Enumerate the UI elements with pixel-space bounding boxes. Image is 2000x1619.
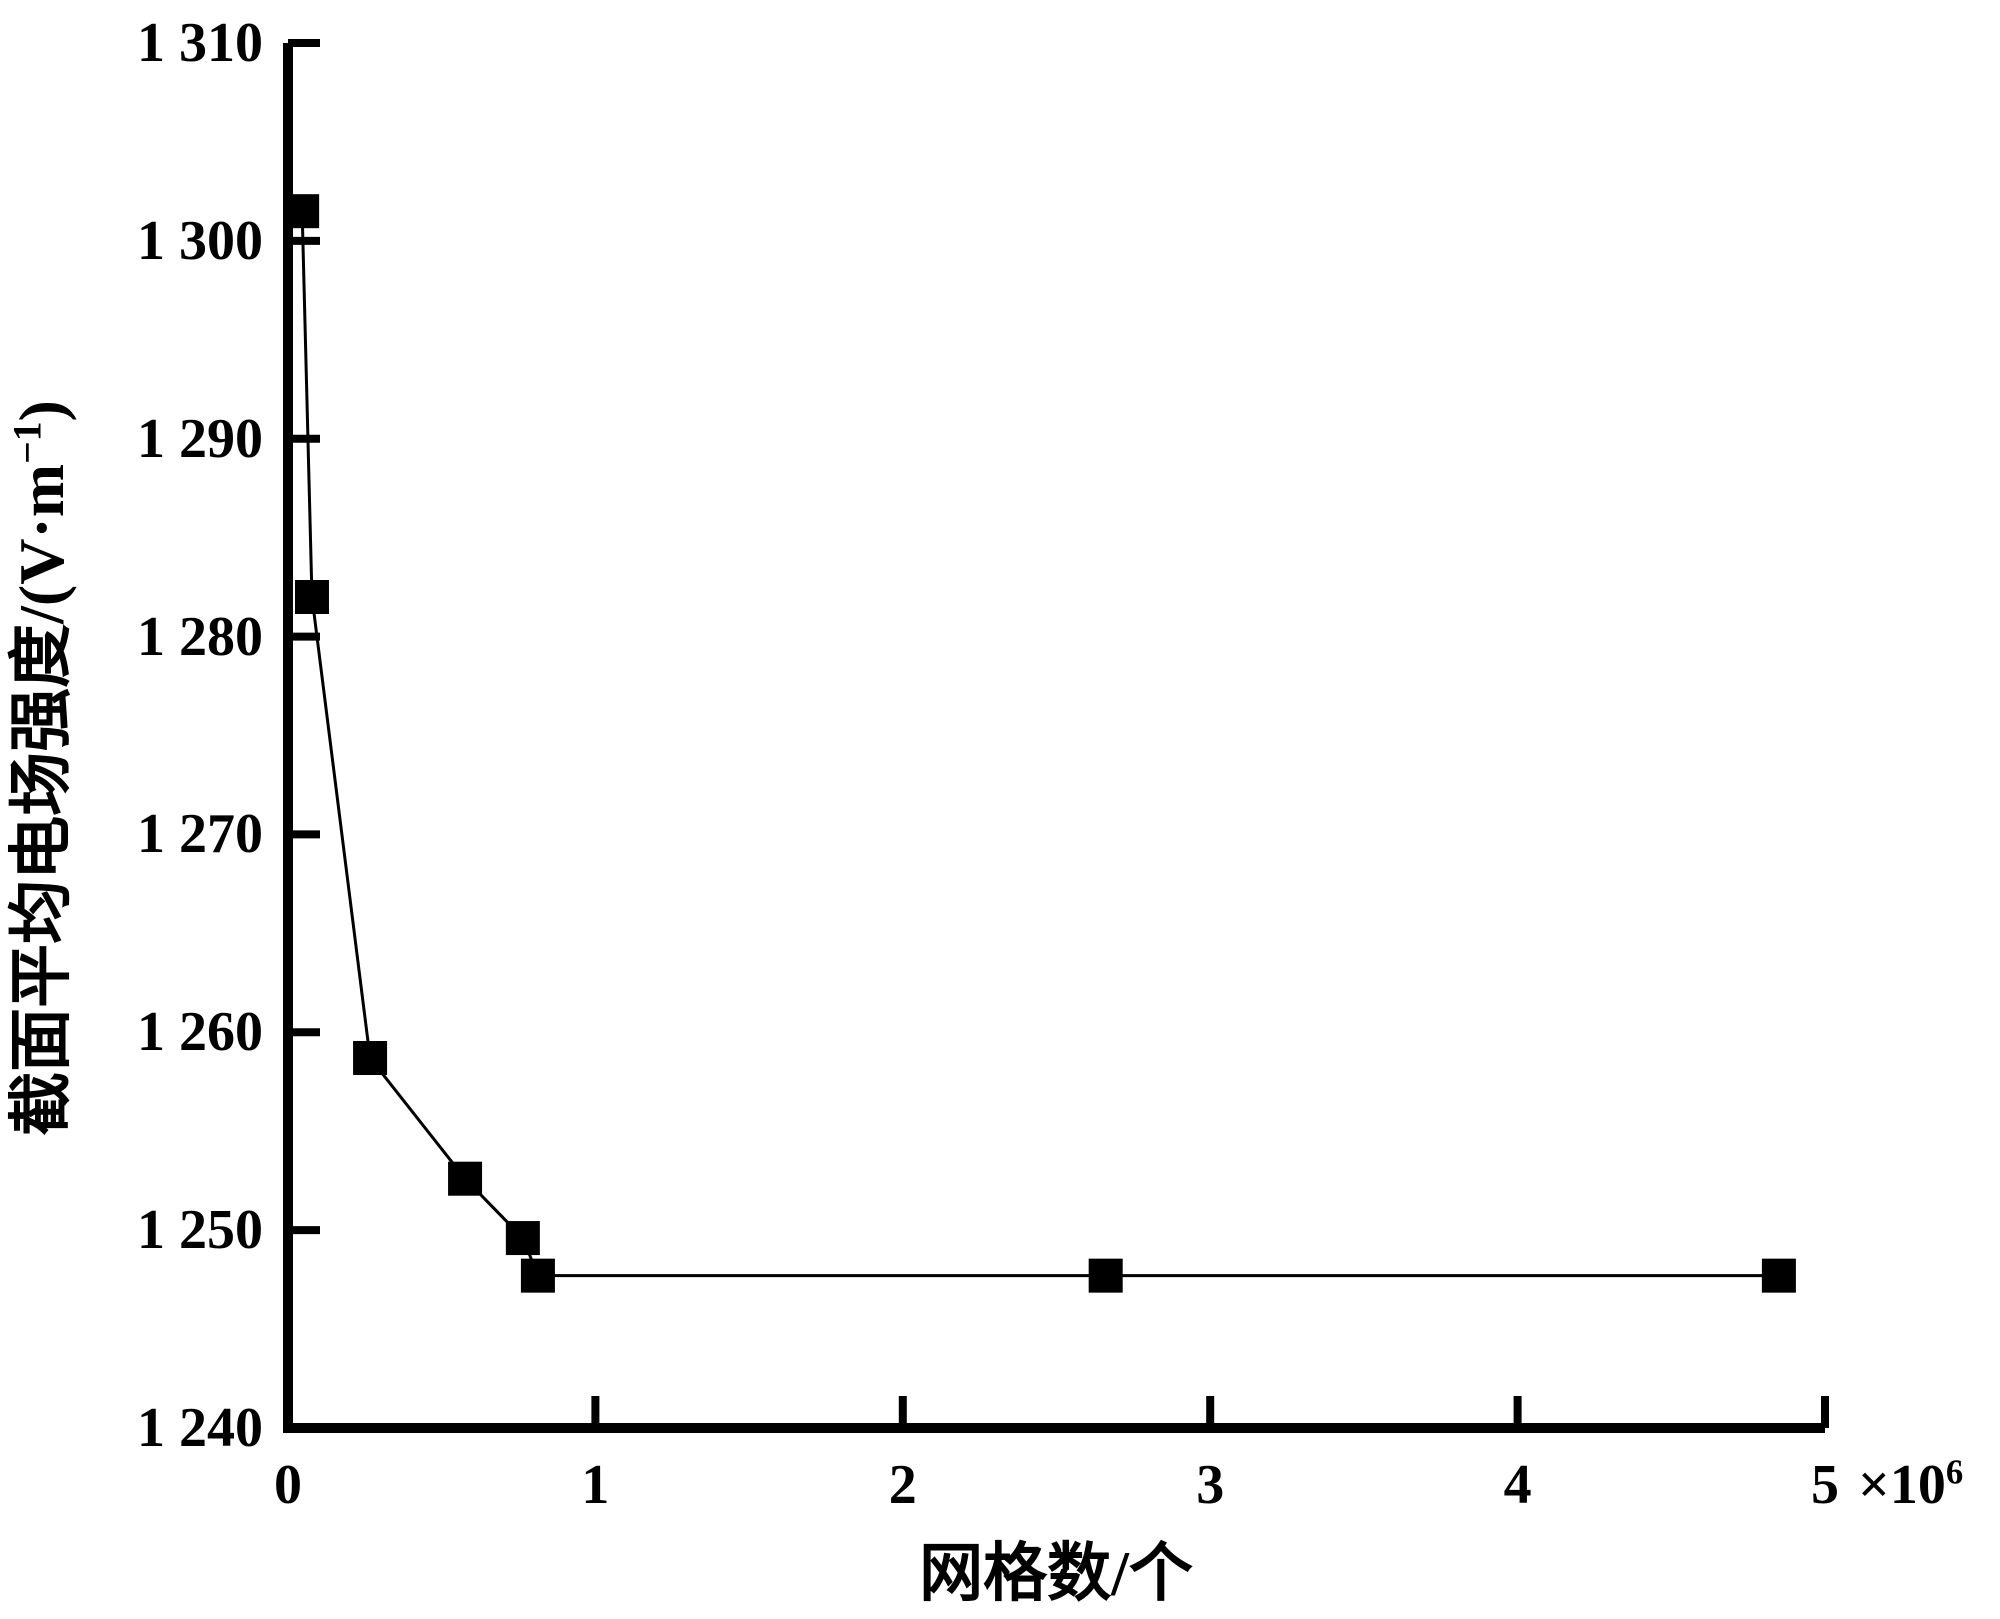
y-tick-label: 1 250 [137, 1199, 263, 1262]
y-tick-label: 1 300 [137, 209, 263, 272]
x-unit-base: ×10 [1858, 1454, 1946, 1516]
data-point-marker [520, 1258, 555, 1293]
y-tick-label: 1 290 [137, 407, 263, 470]
y-title-main: 截面平均电场强度/(V·m [6, 463, 77, 1136]
data-point-marker [285, 194, 320, 229]
x-axis-unit-label: ×106 [1858, 1452, 1963, 1518]
axes-line [283, 43, 1825, 1433]
data-point-marker [448, 1161, 483, 1196]
y-tick-label: 1 260 [137, 1001, 263, 1064]
y-tick-label: 1 310 [137, 12, 263, 74]
data-point-marker [1761, 1258, 1796, 1293]
y-axis-title: 截面平均电场强度/(V·m−1) [2, 168, 82, 1368]
x-unit-exponent: 6 [1945, 1452, 1964, 1492]
y-title-exponent: −1 [5, 421, 50, 464]
x-tick-label: 2 [888, 1454, 917, 1516]
data-point-marker [505, 1221, 540, 1256]
data-point-marker [294, 580, 329, 614]
y-title-close: ) [6, 400, 77, 422]
x-tick-label: 4 [1503, 1454, 1532, 1516]
series-line [300, 211, 1779, 1278]
y-tick-label: 1 270 [137, 803, 263, 866]
x-tick-label: 3 [1196, 1454, 1225, 1516]
x-axis-title: 网格数/个 [919, 1538, 1193, 1609]
x-tick-label: 5 [1811, 1454, 1839, 1516]
x-tick-label: 1 [581, 1454, 610, 1516]
y-tick-label: 1 240 [137, 1397, 263, 1459]
x-tick-label: 0 [274, 1454, 302, 1516]
data-point-marker [353, 1041, 388, 1076]
data-point-marker [1088, 1258, 1123, 1293]
y-tick-label: 1 280 [137, 605, 263, 668]
